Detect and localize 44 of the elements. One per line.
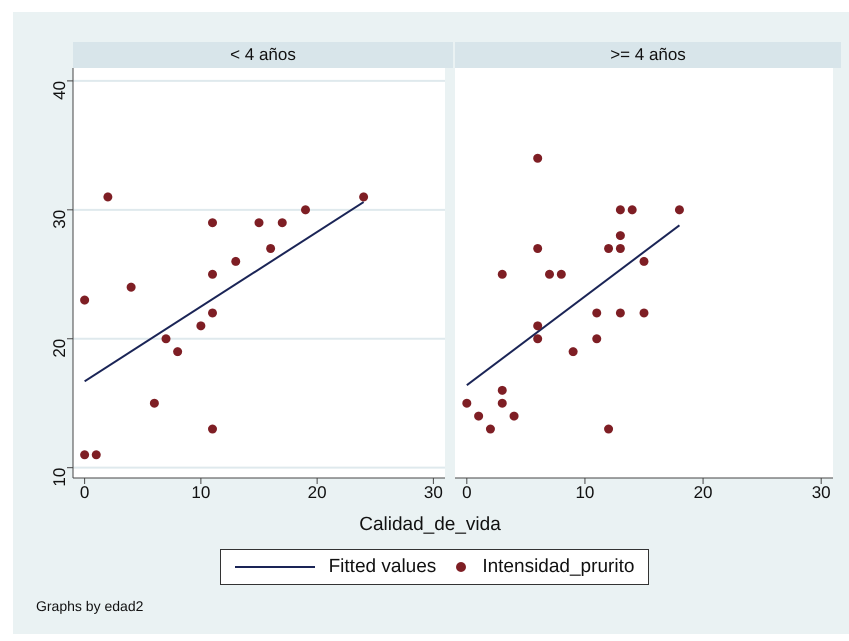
x-axis-title: Calidad_de_vida bbox=[358, 514, 502, 536]
point bbox=[639, 308, 649, 318]
point bbox=[604, 424, 614, 434]
point bbox=[486, 424, 495, 434]
x-tick-label: 30 bbox=[424, 483, 443, 502]
point bbox=[616, 308, 625, 318]
x-tick-label: 0 bbox=[462, 483, 472, 502]
y-tick-label: 10 bbox=[50, 468, 70, 487]
y-tick-label: 30 bbox=[50, 210, 70, 229]
point bbox=[498, 270, 507, 279]
point bbox=[616, 231, 625, 240]
x-tick-label: 20 bbox=[308, 483, 327, 502]
chart-title: < 4 años bbox=[73, 42, 453, 68]
legend-label: Intensidad_prurito bbox=[482, 556, 634, 578]
point bbox=[568, 347, 578, 356]
x-tick-label: 10 bbox=[191, 483, 210, 502]
point bbox=[616, 205, 625, 214]
point bbox=[533, 154, 542, 163]
x-tick-label: 20 bbox=[694, 483, 713, 502]
legend-label: Fitted values bbox=[328, 556, 436, 578]
point bbox=[544, 270, 554, 279]
point bbox=[639, 256, 649, 266]
y-tick-label: 40 bbox=[50, 80, 70, 100]
point bbox=[674, 205, 684, 214]
point bbox=[510, 412, 519, 421]
point bbox=[533, 334, 542, 344]
y-tick-label: 20 bbox=[50, 338, 70, 358]
x-tick-label: 0 bbox=[80, 483, 90, 502]
text: Graphs by edad2 bbox=[36, 598, 144, 614]
x-tick-label: 10 bbox=[575, 483, 594, 502]
point bbox=[604, 244, 614, 254]
point bbox=[462, 398, 472, 408]
point bbox=[474, 412, 484, 421]
point bbox=[556, 270, 566, 279]
x-tick-label: 30 bbox=[812, 483, 831, 502]
point bbox=[592, 334, 602, 344]
chart-title: >= 4 años bbox=[455, 42, 841, 68]
point bbox=[498, 398, 507, 408]
point bbox=[498, 386, 507, 395]
point bbox=[592, 308, 602, 318]
point bbox=[533, 244, 542, 254]
point bbox=[628, 205, 637, 214]
point bbox=[616, 244, 625, 254]
point bbox=[533, 321, 542, 330]
